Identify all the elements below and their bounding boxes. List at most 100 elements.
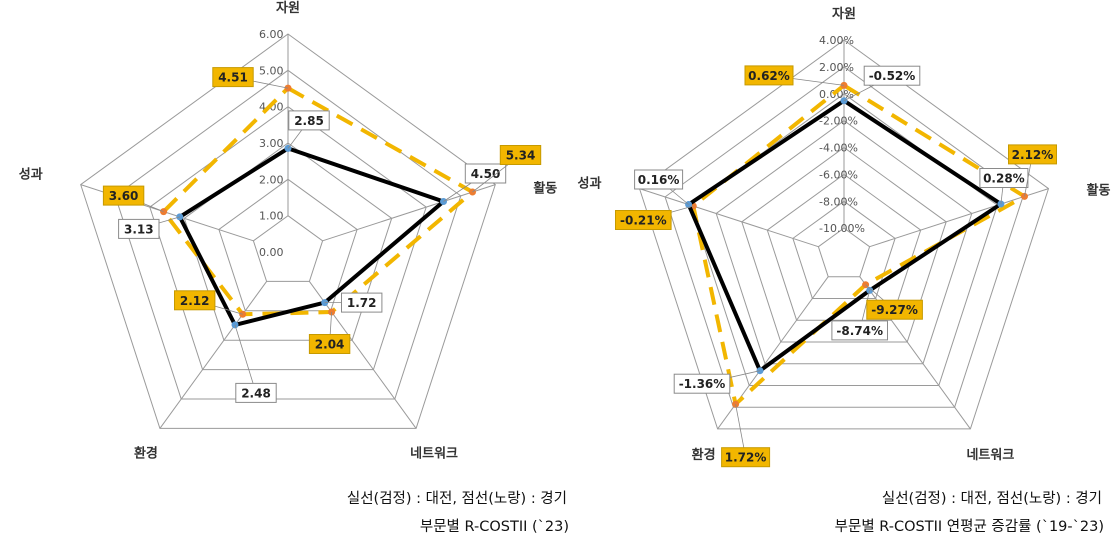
data-label: 1.72 — [347, 296, 377, 310]
value-label-box-solid — [341, 292, 383, 313]
grid-ring — [80, 33, 496, 429]
axis-label: 네트워크 — [966, 447, 1014, 463]
grid-ring — [792, 200, 896, 299]
tick-label: 6.00 — [259, 28, 284, 41]
tick-label: -10.00% — [819, 222, 865, 235]
data-label: 0.28% — [983, 172, 1025, 186]
left-chart-title: 부문별 R-COSTII (`23) — [419, 519, 569, 535]
data-label: -9.27% — [871, 303, 918, 317]
data-label: 2.85 — [294, 114, 324, 128]
data-label: -1.36% — [679, 377, 726, 391]
radar-tick-labels: 0.001.002.003.004.005.006.00 — [259, 28, 284, 259]
data-label: 2.04 — [315, 338, 345, 352]
tick-label: -6.00% — [819, 168, 858, 181]
series-line-solid — [177, 146, 446, 327]
grid-ring — [817, 227, 871, 278]
value-label-box-dashed — [721, 447, 771, 468]
grid-ring — [252, 215, 324, 282]
tick-label: 3.00 — [259, 137, 284, 150]
radar-chart-right-svg: -10.00%-8.00%-6.00%-4.00%-2.00%0.00%2.00… — [578, 7, 1111, 468]
right-chart-title: 부문별 R-COSTII 연평균 증감률 (`19-`23) — [834, 519, 1104, 535]
grid-ring — [183, 142, 393, 341]
tick-label: 2.00 — [259, 173, 284, 186]
radar-grid — [80, 33, 496, 429]
data-point — [732, 400, 740, 408]
grid-ring — [741, 146, 947, 343]
right-legend-caption: 실선(검정) : 대전, 점선(노랑) : 경기 — [881, 491, 1102, 507]
tick-label: 5.00 — [259, 64, 284, 77]
data-label: 3.60 — [109, 189, 139, 203]
leader-line — [234, 324, 257, 394]
series-line-solid — [686, 98, 1003, 373]
grid-ring — [766, 173, 922, 321]
series-solid — [176, 144, 447, 329]
value-label-box-solid — [634, 169, 684, 190]
grid-spoke — [869, 188, 1049, 248]
value-label-box-dashed — [499, 145, 542, 165]
radar-chart-left: 0.00 1.00 2.00 3.00 4.00 5.00 6.00 자원 활동 네트워크 환경 성과… — [0, 0, 558, 480]
data-label: 2.48 — [241, 386, 271, 400]
axis-label: 활동 — [533, 181, 557, 197]
data-label: 4.51 — [218, 71, 248, 85]
radar-chart-left-svg: 0.001.002.003.004.005.006.00자원활동네트워크환경성과… — [19, 1, 558, 461]
value-label-box-dashed — [744, 65, 794, 86]
value-label-box-solid — [863, 65, 921, 86]
tick-label: -2.00% — [819, 115, 858, 128]
axis-label: 활동 — [1087, 183, 1111, 199]
radar-chart-right: -10.00% -8.00% -6.00% -4.00% -2.00% 0.00% 2.00… — [557, 0, 1114, 480]
axis-label: 환경 — [692, 447, 716, 463]
grid-spoke — [859, 276, 971, 430]
value-label-box-solid — [288, 110, 330, 131]
data-label: -0.52% — [869, 69, 916, 83]
value-label-box-dashed — [102, 185, 145, 206]
value-label-box-dashed — [174, 290, 216, 311]
value-label-box-dashed — [212, 67, 254, 88]
value-label-box-solid — [464, 163, 507, 184]
axis-label: 자원 — [276, 1, 300, 16]
data-label: 2.12% — [1012, 148, 1054, 162]
axis-label: 네트워크 — [410, 445, 458, 461]
data-label: 5.34 — [506, 149, 536, 163]
data-label: 4.50 — [471, 167, 501, 181]
data-label: 0.62% — [748, 69, 790, 83]
axis-label: 성과 — [19, 168, 43, 183]
grid-spoke — [322, 184, 496, 242]
series-line-dashed — [691, 83, 1027, 407]
grid-ring — [114, 69, 462, 400]
data-label: 2.12 — [180, 294, 210, 308]
value-label-box-dashed — [615, 210, 672, 230]
value-label-box-solid — [118, 218, 160, 239]
grid-ring — [149, 106, 427, 371]
grid-spoke — [308, 281, 417, 429]
data-label: -8.74% — [836, 324, 883, 338]
value-label-box-dashed — [1008, 144, 1057, 165]
data-label: 3.13 — [124, 222, 154, 236]
axis-label: 환경 — [134, 445, 158, 461]
tick-label: -4.00% — [819, 142, 858, 155]
radar-tick-labels: -10.00%-8.00%-6.00%-4.00%-2.00%0.00%2.00… — [819, 34, 865, 235]
data-label: 0.16% — [638, 173, 680, 187]
grid-spoke — [639, 188, 819, 248]
value-label-box-solid — [831, 320, 888, 341]
radar-value-labels: 2.85 4.50 1.72 2.48 3.13 4.51 5.34 2.04 2.12 3.60 — [102, 67, 542, 403]
tick-label: -8.00% — [819, 195, 858, 208]
value-label-box-solid — [235, 382, 277, 403]
tick-label: 2.00% — [819, 61, 854, 74]
left-legend-caption: 실선(검정) : 대전, 점선(노랑) : 경기 — [346, 491, 567, 507]
value-label-box-solid — [673, 373, 731, 394]
tick-label: 1.00 — [259, 210, 284, 223]
tick-label: 4.00% — [819, 34, 854, 47]
tick-label: 0.00 — [259, 246, 284, 259]
value-label-box-dashed — [308, 334, 351, 354]
grid-ring — [715, 119, 973, 365]
axis-label: 자원 — [832, 7, 856, 22]
series-line-dashed — [161, 86, 475, 317]
data-label: 1.72% — [725, 451, 767, 465]
axis-label: 성과 — [578, 177, 602, 192]
data-label: -0.21% — [620, 214, 667, 228]
value-label-box-dashed — [866, 299, 923, 320]
radar-value-labels: -0.52% 0.28% -8.74% -1.36% 0.16% 0.62% 2.12% -9… — [615, 65, 1057, 468]
grid-spoke — [159, 281, 268, 429]
